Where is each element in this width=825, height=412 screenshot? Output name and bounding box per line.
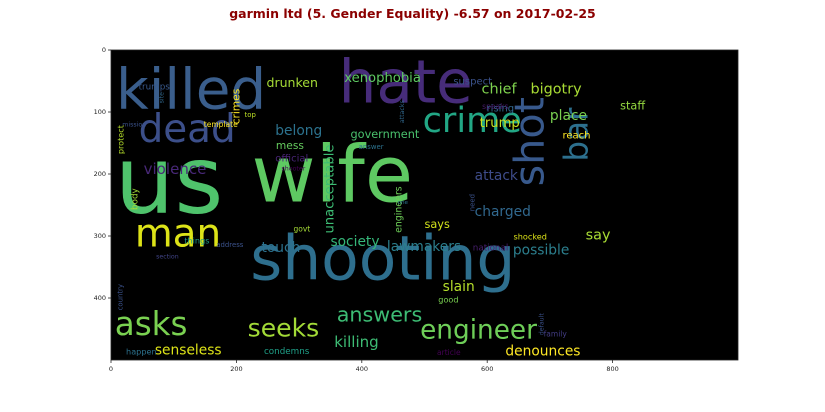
word-asks: asks: [115, 305, 188, 343]
x-axis-ticks: 0 200 400 600 800: [109, 360, 619, 373]
y-tick-label: 400: [94, 294, 106, 302]
word-man: man: [135, 212, 221, 257]
word-site: site: [159, 92, 166, 103]
word-belong: belong: [275, 123, 322, 139]
y-tick-label: 200: [94, 170, 106, 178]
chart-title: garmin ltd (5. Gender Equality) -6.57 on…: [229, 6, 596, 21]
word-national: national: [473, 243, 509, 253]
word-section: section: [156, 253, 179, 260]
word-attacks: attacks: [399, 100, 406, 123]
word-bigotry: bigotry: [530, 81, 582, 97]
word-happen: happen: [126, 346, 157, 356]
word-engineer: engineer: [420, 315, 537, 345]
word-society: society: [330, 234, 379, 250]
x-tick-label: 0: [109, 365, 113, 373]
x-tick-label: 800: [606, 365, 618, 373]
word-country: country: [116, 284, 124, 310]
word-staff: staff: [620, 100, 645, 113]
word-govt: govt: [293, 225, 310, 234]
word-shooting: shooting: [250, 223, 515, 294]
word-family: family: [544, 329, 568, 338]
word-shooter: shooter: [282, 165, 306, 172]
word-charged: charged: [475, 204, 531, 220]
word-condemns: condemns: [264, 347, 310, 357]
word-slain: slain: [443, 279, 475, 295]
word-violence: violence: [144, 160, 207, 178]
word-answers: answers: [337, 303, 423, 327]
plot-frame: [110, 49, 739, 361]
x-tick-label: 200: [230, 365, 242, 373]
word-official: official: [275, 154, 308, 165]
word-mission: mission: [122, 121, 146, 128]
word-good: good: [438, 294, 458, 304]
word-bar: bar: [558, 107, 596, 162]
word-us: us: [115, 126, 224, 235]
word-suspect: suspect: [453, 77, 492, 88]
word-denounces: denounces: [505, 344, 580, 360]
plot-background: [111, 50, 738, 360]
y-tick-label: 0: [102, 46, 106, 54]
word-rising: rising: [487, 103, 515, 114]
word-address: address: [216, 241, 243, 249]
word-engineers: engineers: [393, 186, 404, 233]
word-killing: killing: [334, 333, 379, 351]
word-says: says: [425, 218, 450, 231]
word-template: template: [204, 120, 238, 129]
word-one: one: [398, 200, 409, 206]
word-drunken: drunken: [266, 75, 317, 90]
word-article: article: [437, 348, 461, 357]
y-axis-ticks: 0 100 200 300 400: [94, 46, 111, 302]
word-place: place: [550, 108, 587, 124]
x-tick-label: 600: [481, 365, 493, 373]
word-things: things: [184, 235, 209, 245]
word-killed: killed: [116, 57, 266, 122]
word-government: government: [351, 128, 420, 141]
word-default: default: [539, 313, 546, 336]
word-shot: shot: [506, 97, 554, 186]
word-body: body: [130, 188, 140, 210]
word-say: say: [586, 228, 611, 244]
word-dead: dead: [139, 107, 236, 152]
word-need: need: [469, 194, 477, 211]
word-trumps: trumps: [139, 83, 171, 93]
word-shocked: shocked: [514, 232, 547, 242]
word-senseless: senseless: [155, 342, 222, 358]
word-unacceptable: unacceptable: [323, 145, 338, 234]
y-tick-label: 100: [94, 108, 106, 116]
word-possible: possible: [513, 243, 569, 259]
word-lawmakers: lawmakers: [387, 239, 461, 255]
word-crime: crime: [423, 100, 522, 141]
word-reach: reach: [562, 131, 590, 142]
y-tick-label: 300: [94, 232, 106, 240]
x-tick-label: 400: [356, 365, 368, 373]
word-crimes: crimes: [230, 88, 243, 124]
word-answer: answer: [359, 143, 384, 151]
word-mess: mess: [276, 139, 304, 152]
word-attack: attack: [475, 168, 518, 184]
word-wife: wife: [251, 129, 413, 220]
word-hate: hate: [339, 49, 473, 118]
word-trump: trump: [480, 116, 520, 131]
word-xenophobia: xenophobia: [344, 71, 421, 86]
word-top: top: [245, 111, 256, 119]
word-speaks: speaks: [482, 102, 508, 111]
word-touch: touch: [261, 240, 300, 256]
word-seeks: seeks: [248, 313, 320, 342]
word-protect: protect: [116, 125, 126, 154]
word-chief: chief: [482, 81, 518, 97]
